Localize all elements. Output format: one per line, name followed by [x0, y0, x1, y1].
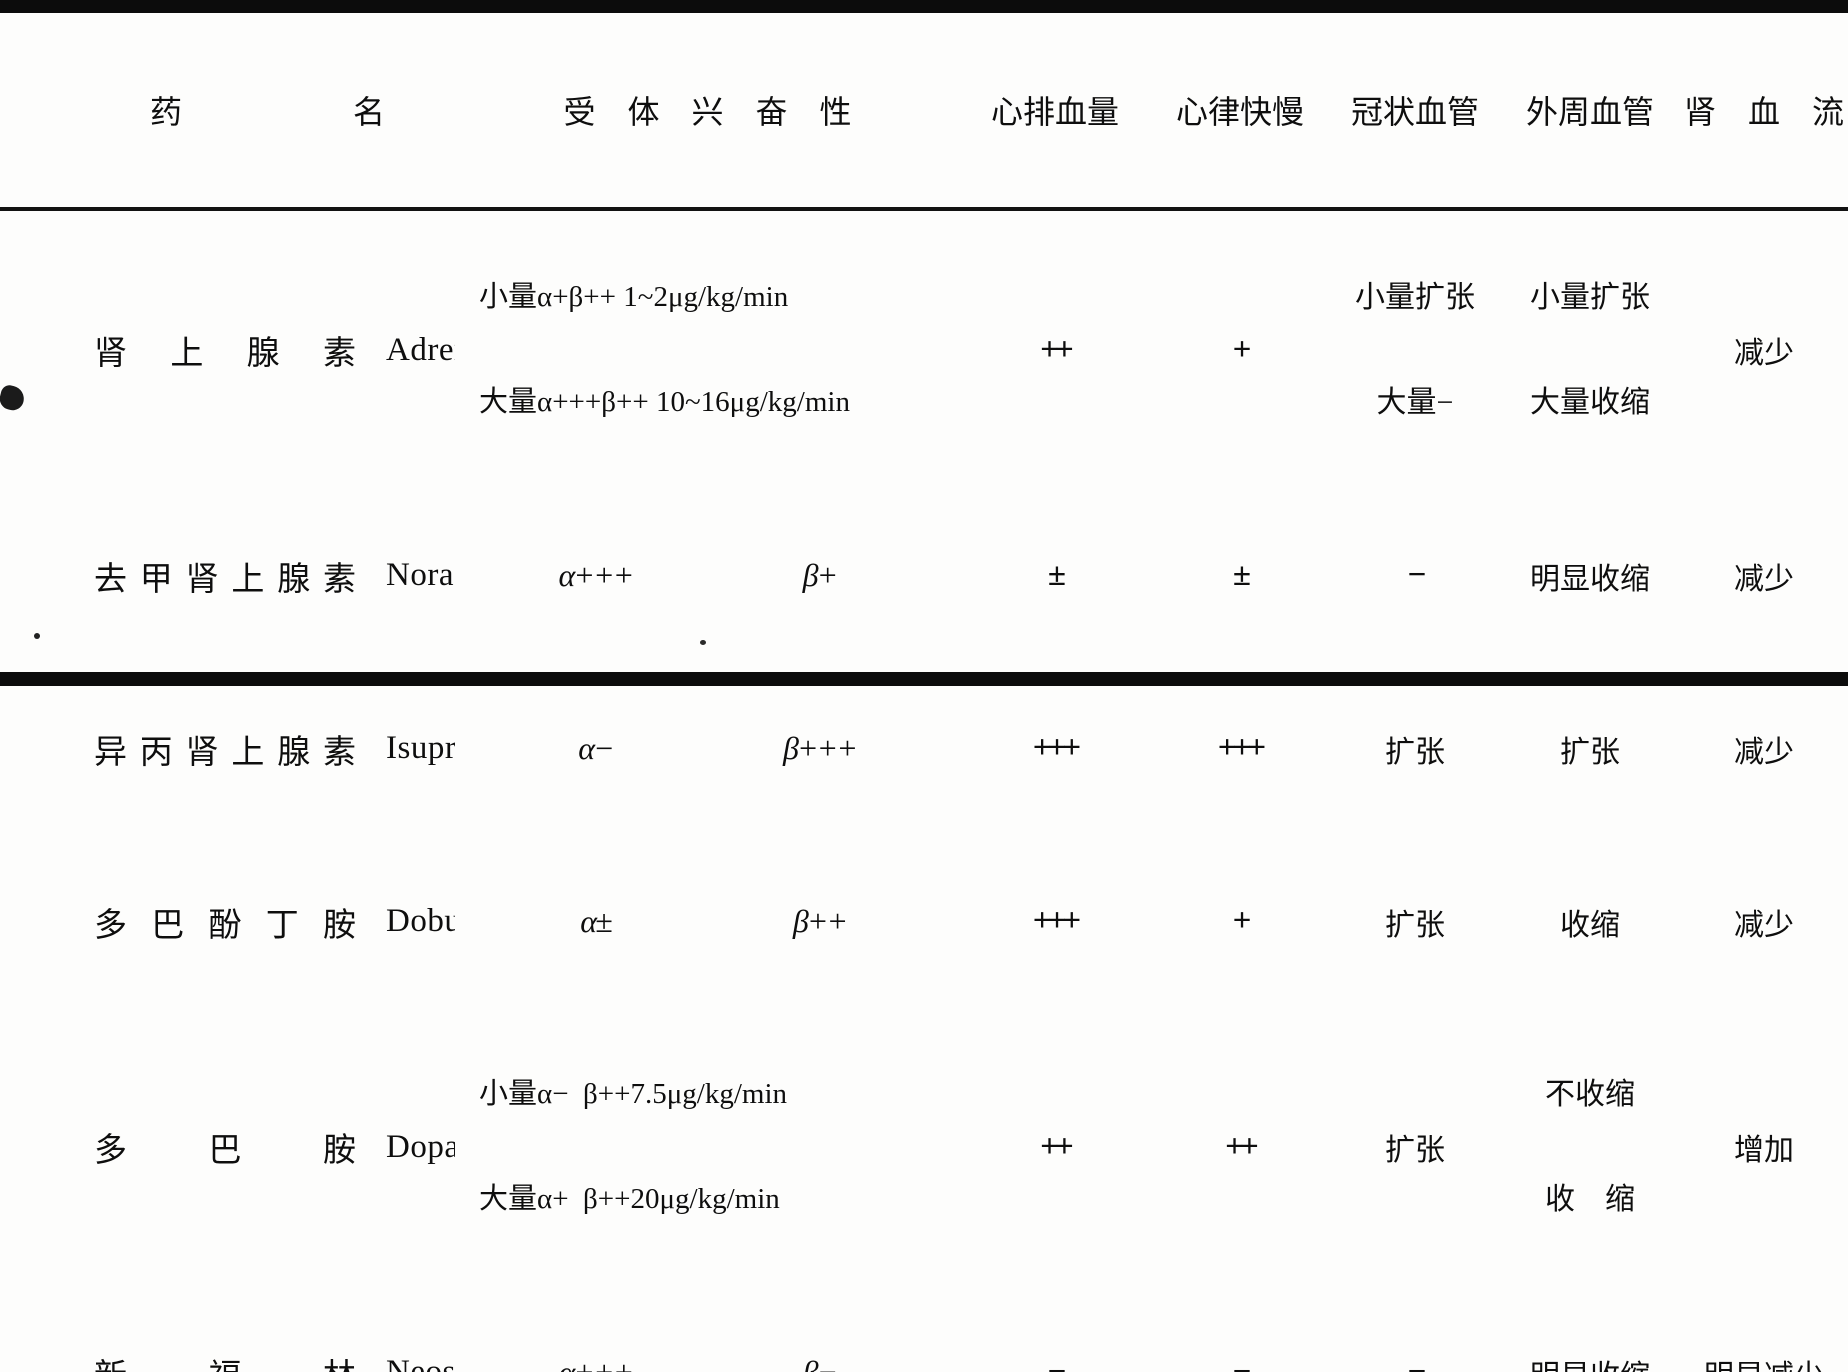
drug-name-cell: 新福林 Neosynephrine	[0, 1286, 455, 1372]
drug-name-en: Adrenaline	[386, 332, 455, 368]
drug-name-cn: 新福林	[94, 1349, 356, 1372]
header-row: 药 名 受 体 兴 奋 性 心排血量 心律快慢 冠状血管 外周血管 肾 血 流	[0, 13, 1848, 209]
renal-flow-cell: 减少	[1680, 209, 1848, 489]
coronary-cell: −	[1330, 489, 1500, 662]
cardiac-output-cell: ±	[960, 489, 1150, 662]
heart-rate-cell: +	[1150, 835, 1330, 1008]
peripheral-cell: 明显收缩	[1500, 1286, 1680, 1372]
table-row-dobutamine: 多巴酚丁胺 Dobutamine α± β++ +++ + 扩张 收缩 减少	[0, 835, 1848, 1008]
drug-name-en: Isuprel	[386, 730, 455, 766]
header-heart-rate: 心律快慢	[1150, 13, 1330, 209]
renal-flow-cell: 减少	[1680, 489, 1848, 662]
heart-rate-cell: +	[1150, 209, 1330, 489]
beta-value: β−	[764, 1354, 876, 1372]
receptor-dose-line-high: 大量α+ β++20μg/kg/min	[455, 1181, 960, 1218]
receptor-cell: α± β++	[455, 835, 960, 1008]
drug-name-cn: 去甲肾上腺素	[94, 552, 356, 600]
heart-rate-cell: ±	[1150, 489, 1330, 662]
peripheral-cell: 不收缩 收 缩	[1500, 1008, 1680, 1286]
table-row-noradrenaline: 去甲肾上腺素 Noradrenaline α+++ β+ ± ± − 明显收缩 减…	[0, 489, 1848, 662]
scan-top-edge-bar	[0, 0, 1848, 13]
cardiac-output-cell: ++	[960, 209, 1150, 489]
peripheral-cell: 扩张	[1500, 662, 1680, 835]
renal-flow-cell: 增加	[1680, 1008, 1848, 1286]
beta-value: β+++	[764, 730, 876, 767]
header-receptor-excitability: 受 体 兴 奋 性	[455, 13, 960, 209]
coronary-cell: 扩张	[1330, 662, 1500, 835]
header-drug-name: 药 名	[0, 13, 455, 209]
receptor-dose-line-high: 大量α+++β++ 10~16μg/kg/min	[455, 384, 960, 421]
drug-name-cell: 肾上腺素 Adrenaline	[0, 209, 455, 489]
header-peripheral-vessels: 外周血管	[1500, 13, 1680, 209]
receptor-cell: α+++ β+	[455, 489, 960, 662]
peripheral-cell: 小量扩张 大量收缩	[1500, 209, 1680, 489]
coronary-cell: −	[1330, 1286, 1500, 1372]
adrenergic-drug-table: 药 名 受 体 兴 奋 性 心排血量 心律快慢 冠状血管 外周血管 肾 血 流 …	[0, 13, 1848, 1372]
drug-name-cn: 多巴酚丁胺	[94, 898, 356, 946]
receptor-cell: 小量α− β++7.5μg/kg/min 大量α+ β++20μg/kg/min	[455, 1008, 960, 1286]
drug-name-en: Neosynephrine	[386, 1354, 455, 1372]
beta-value: β++	[764, 903, 876, 940]
peripheral-line-low: 小量扩张	[1500, 279, 1680, 316]
table-row-dopamine: 多巴胺 Dopamine 小量α− β++7.5μg/kg/min 大量α+ β+…	[0, 1008, 1848, 1286]
header-drug-name-right: 名	[353, 87, 385, 133]
drug-name-en: Dopamine	[386, 1129, 455, 1165]
alpha-value: α−	[540, 730, 652, 767]
drug-name-en: Noradrenaline	[386, 557, 455, 593]
drug-name-cell: 多巴酚丁胺 Dobutamine	[0, 835, 455, 1008]
receptor-dose-line-low: 小量α+β++ 1~2μg/kg/min	[455, 279, 960, 316]
cardiac-output-cell: +++	[960, 835, 1150, 1008]
scan-bottom-edge-bar	[0, 672, 1848, 686]
heart-rate-cell: −	[1150, 1286, 1330, 1372]
coronary-cell: 小量扩张 大量−	[1330, 209, 1500, 489]
heart-rate-cell: ++	[1150, 1008, 1330, 1286]
receptor-cell: α+++ β−	[455, 1286, 960, 1372]
peripheral-line-high: 大量收缩	[1500, 384, 1680, 421]
drug-name-cn: 多巴胺	[94, 1123, 356, 1171]
header-drug-name-left: 药	[150, 87, 182, 133]
receptor-dose-line-low: 小量α− β++7.5μg/kg/min	[455, 1076, 960, 1113]
alpha-value: α+++	[540, 557, 652, 594]
scanned-drug-table-page: { "table": { "header": { "name_left": "药…	[0, 0, 1848, 686]
header-coronary-vessels: 冠状血管	[1330, 13, 1500, 209]
coronary-line-high: 大量−	[1330, 384, 1500, 421]
coronary-cell: 扩张	[1330, 1008, 1500, 1286]
coronary-line-low: 小量扩张	[1330, 279, 1500, 316]
alpha-value: α+++	[540, 1354, 652, 1372]
receptor-cell: 小量α+β++ 1~2μg/kg/min 大量α+++β++ 10~16μg/k…	[455, 209, 960, 489]
peripheral-line-high: 收 缩	[1500, 1181, 1680, 1218]
table-row-adrenaline: 肾上腺素 Adrenaline 小量α+β++ 1~2μg/kg/min 大量α+…	[0, 209, 1848, 489]
drug-name-cell: 异丙肾上腺素 Isuprel	[0, 662, 455, 835]
cardiac-output-cell: ++	[960, 1008, 1150, 1286]
renal-flow-cell: 减少	[1680, 662, 1848, 835]
drug-name-en: Dobutamine	[386, 903, 455, 939]
drug-name-cn: 肾上腺素	[94, 326, 356, 374]
receptor-cell: α− β+++	[455, 662, 960, 835]
coronary-cell: 扩张	[1330, 835, 1500, 1008]
drug-name-cn: 异丙肾上腺素	[94, 725, 356, 773]
header-renal-blood-flow: 肾 血 流	[1680, 13, 1848, 209]
peripheral-cell: 明显收缩	[1500, 489, 1680, 662]
drug-name-cell: 多巴胺 Dopamine	[0, 1008, 455, 1286]
renal-flow-cell: 减少	[1680, 835, 1848, 1008]
alpha-value: α±	[540, 903, 652, 940]
heart-rate-cell: +++	[1150, 662, 1330, 835]
table-row-isuprel: 异丙肾上腺素 Isuprel α− β+++ +++ +++ 扩张 扩张 减少	[0, 662, 1848, 835]
peripheral-line-low: 不收缩	[1500, 1076, 1680, 1113]
beta-value: β+	[764, 557, 876, 594]
header-cardiac-output: 心排血量	[960, 13, 1150, 209]
table-row-neosynephrine: 新福林 Neosynephrine α+++ β− − − − 明显收缩 明显减少	[0, 1286, 1848, 1372]
cardiac-output-cell: +++	[960, 662, 1150, 835]
cardiac-output-cell: −	[960, 1286, 1150, 1372]
renal-flow-cell: 明显减少	[1680, 1286, 1848, 1372]
drug-name-cell: 去甲肾上腺素 Noradrenaline	[0, 489, 455, 662]
peripheral-cell: 收缩	[1500, 835, 1680, 1008]
